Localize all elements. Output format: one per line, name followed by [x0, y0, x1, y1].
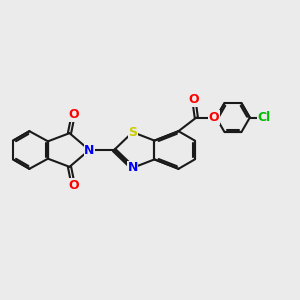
Text: Cl: Cl: [258, 111, 271, 124]
Text: S: S: [128, 126, 137, 139]
Text: O: O: [209, 111, 220, 124]
Text: N: N: [84, 143, 94, 157]
Text: O: O: [68, 108, 79, 121]
Text: N: N: [128, 161, 138, 174]
Text: O: O: [68, 179, 79, 192]
Text: O: O: [188, 93, 199, 106]
